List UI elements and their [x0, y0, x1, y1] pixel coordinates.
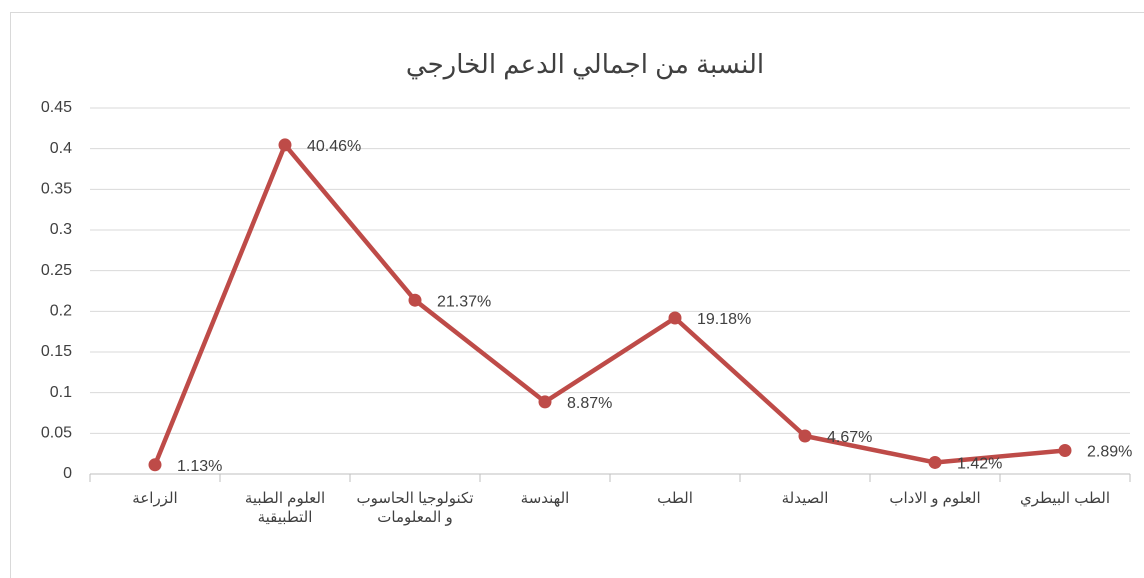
- data-label: 1.42%: [957, 456, 1002, 473]
- y-tick-label: 0.25: [41, 262, 72, 279]
- y-tick-label: 0.05: [41, 425, 72, 442]
- x-tick-label: العلوم الطبية التطبيقية: [244, 490, 326, 526]
- marker: [148, 458, 162, 472]
- data-label: 40.46%: [307, 138, 361, 155]
- line: [152, 142, 1066, 466]
- marker: [278, 138, 292, 152]
- marker: [1058, 443, 1072, 457]
- y-tick-label: 0.1: [50, 384, 72, 401]
- x-tick-label: الزراعة: [132, 490, 178, 507]
- y-tick-label: 0.35: [41, 181, 72, 198]
- marker: [538, 395, 552, 409]
- y-tick-label: 0: [63, 465, 72, 482]
- data-label: 2.89%: [1087, 444, 1132, 461]
- x-tick-label: الصيدلة: [781, 490, 829, 507]
- data-label: 1.13%: [177, 458, 222, 475]
- y-tick-label: 0.45: [41, 99, 72, 116]
- chart-title: النسبة من اجمالي الدعم الخارجي: [406, 49, 764, 80]
- x-tick-label: الطب: [657, 490, 693, 507]
- data-label: 8.87%: [567, 395, 612, 412]
- marker: [798, 429, 812, 443]
- x-tick-label: العلوم و الاداب: [889, 490, 981, 507]
- data-label: 19.18%: [697, 311, 751, 328]
- y-tick-label: 0.2: [50, 303, 72, 320]
- marker: [928, 455, 942, 469]
- y-tick-label: 0.4: [50, 140, 72, 157]
- data-label: 4.67%: [827, 429, 872, 446]
- data-label: 21.37%: [437, 293, 491, 310]
- x-tick-label: الهندسة: [520, 490, 570, 507]
- x-tick-label: الطب البيطري: [1019, 490, 1111, 507]
- marker: [408, 293, 422, 307]
- x-tick-label: تكنولوجيا الحاسوب و المعلومات: [356, 490, 474, 526]
- y-tick-label: 0.3: [50, 221, 72, 238]
- y-tick-label: 0.15: [41, 343, 72, 360]
- marker: [668, 311, 682, 325]
- chart-frame: [10, 12, 1144, 578]
